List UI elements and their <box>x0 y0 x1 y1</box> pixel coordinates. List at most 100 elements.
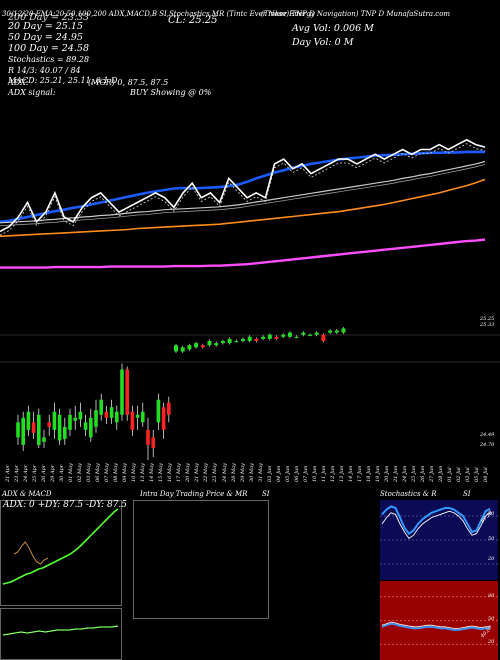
main-price-chart <box>0 138 500 460</box>
mgr-readout: (MGR) 0, 87.5, 87.5 <box>88 78 169 87</box>
rsi-level-20: 20 <box>488 639 495 645</box>
x-tick-label: 03 Jul <box>465 467 471 482</box>
candle-body <box>63 426 67 439</box>
candle-body <box>73 417 77 421</box>
candle-body <box>99 399 103 415</box>
x-tick-label: 15 May <box>158 463 165 482</box>
series-line-adx <box>2 508 119 585</box>
buy-readout: BUY Showing @ 0% <box>130 88 212 97</box>
stoch-level-80: 80 <box>488 511 495 517</box>
series-line-macd-signal <box>2 625 119 636</box>
x-tick-label: 21 Jun <box>392 465 399 482</box>
x-tick-label: 14 Jun <box>347 465 354 482</box>
ema200-readout: 200 Day = 23.33 <box>8 12 89 23</box>
candle-body <box>52 411 57 430</box>
rsi-level-80: 80 <box>488 593 495 599</box>
x-tick-label: 28 May <box>230 463 237 482</box>
stoch-readout: Stochastics = 89.28 <box>8 55 90 64</box>
stoch-panel-title: Stochastics & R <box>380 490 437 498</box>
adx-panel-title: ADX & MACD <box>2 490 52 498</box>
x-tick-label: 24 Jun <box>401 465 408 482</box>
header-line1b: (Tinker Energy Navigation) TNP D MunafaS… <box>261 10 451 18</box>
candle2-body <box>301 332 306 335</box>
candle2-body <box>274 336 279 339</box>
candle2-body <box>187 345 192 350</box>
x-tick-label: 16 May <box>167 463 174 482</box>
x-tick-label: 08 Jul <box>483 467 489 482</box>
candle2-body <box>214 343 219 346</box>
candle-body <box>16 422 20 438</box>
rsi-level-50: 50 <box>488 616 495 622</box>
x-tick-label: 20 Jun <box>383 465 390 482</box>
candle2-body <box>341 328 346 333</box>
candle2-body <box>234 341 239 343</box>
adx-readout: ADX: 0 +DY: 87.5 -DY: 87.5 <box>3 500 128 510</box>
candle-body <box>47 422 51 427</box>
candle2-body <box>247 336 252 341</box>
x-tick-label: 21 Apr <box>5 464 11 482</box>
x-tick-label: 19 Jun <box>374 465 381 482</box>
stoch-level-50: 50 <box>488 536 495 542</box>
x-tick-label: 28 Jun <box>437 465 444 482</box>
price-label-low: 24.49 <box>480 432 495 438</box>
x-tick-label: 04 Jun <box>275 465 282 482</box>
candle-body <box>167 402 171 415</box>
x-tick-label: 14 May <box>149 463 156 482</box>
x-tick-label: 30 Apr <box>59 464 66 482</box>
x-tick-label: 26 Apr <box>41 464 48 482</box>
series-line-r <box>381 510 491 540</box>
series-line-dy <box>13 541 49 565</box>
x-tick-label: 17 Jun <box>356 465 363 482</box>
x-tick-label: 20 May <box>185 463 192 482</box>
candle-body <box>26 411 31 430</box>
x-tick-label: 24 Apr <box>23 464 29 482</box>
series-line-price <box>0 138 486 233</box>
x-tick-label: 30 May <box>248 463 255 482</box>
candle2-body <box>328 330 333 333</box>
x-tick-label: 26 Jun <box>419 465 426 482</box>
candle2-body <box>220 341 225 344</box>
x-tick-label: 24 May <box>221 463 228 482</box>
x-tick-label: 10 Jun <box>311 465 318 482</box>
x-tick-label: 05 Jun <box>284 465 291 482</box>
candle2-body <box>200 345 205 348</box>
stochastics-panel <box>380 500 498 580</box>
ema50-readout: 50 Day = 24.95 <box>8 32 83 43</box>
candle-body <box>141 411 145 423</box>
candle2-body <box>314 332 319 335</box>
x-tick-label: 05 Jul <box>474 467 480 482</box>
candle-body <box>89 417 93 438</box>
x-tick-label: 07 May <box>104 463 111 482</box>
candle-body <box>31 422 36 433</box>
candle2-body <box>261 336 266 339</box>
candle2-body <box>321 334 326 341</box>
x-tick-label: 17 May <box>176 463 183 482</box>
intraday-panel-title: Intra Day Trading Price & MR <box>140 490 248 498</box>
x-tick-label: 29 Apr <box>50 464 57 482</box>
stoch-level-20: 20 <box>488 556 495 562</box>
candle2-body <box>267 334 272 339</box>
avg-vol-readout: Avg Vol: 0.006 M <box>292 23 374 34</box>
candle-body <box>68 414 72 430</box>
candle-body <box>115 411 119 423</box>
candle-body <box>78 411 83 420</box>
x-tick-label: 21 May <box>194 463 201 482</box>
adx-panel <box>0 500 122 660</box>
candle2-body <box>227 338 232 344</box>
candle-body <box>104 411 109 418</box>
day-vol-readout: Day Vol: 0 M <box>292 37 354 48</box>
candle-body <box>135 414 140 418</box>
candle-body <box>109 407 114 418</box>
series-line-50-day <box>0 160 486 224</box>
r-readout: R 14/3: 40.07 / 84 <box>8 66 81 75</box>
x-tick-label: 10 May <box>131 463 138 482</box>
candle-body <box>57 414 62 441</box>
rsi-panel <box>380 581 498 660</box>
x-tick-label: 13 May <box>140 463 147 482</box>
candle-body <box>156 399 161 423</box>
x-tick-label: 22 May <box>203 463 210 482</box>
series-line-50-day-shadow <box>0 164 486 226</box>
macd-readout: MACD: 25.21, 25.11, 0.1 D <box>8 76 118 85</box>
intraday-panel <box>133 500 269 619</box>
series-line-200-day <box>0 238 486 269</box>
